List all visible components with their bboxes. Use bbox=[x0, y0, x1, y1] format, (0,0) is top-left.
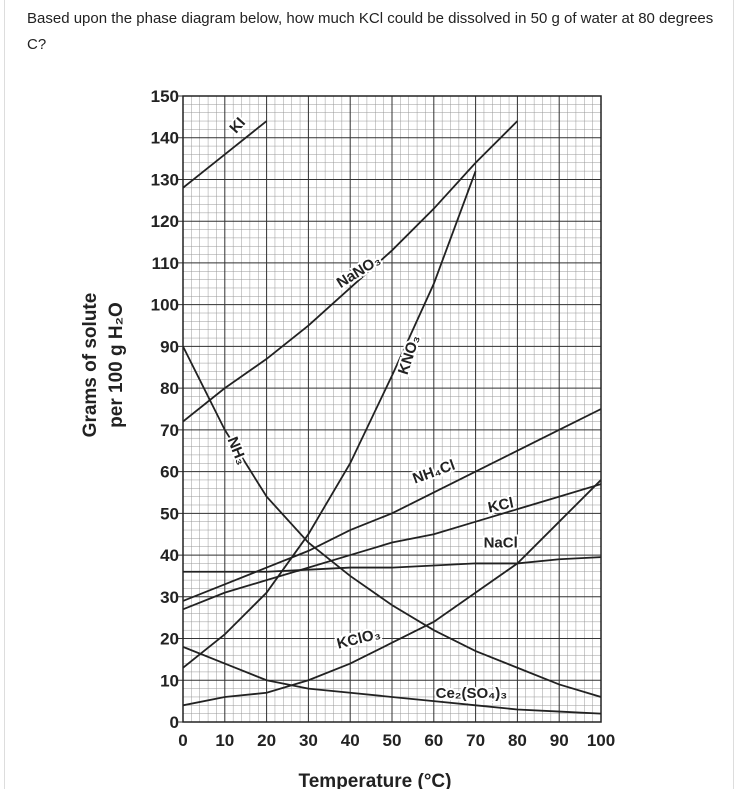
x-tick-label: 20 bbox=[257, 731, 276, 750]
series-line bbox=[183, 408, 601, 602]
series-line bbox=[183, 120, 268, 189]
y-tick-label: 140 bbox=[151, 129, 179, 148]
y-tick-label: 130 bbox=[151, 170, 179, 189]
y-tick-label: 10 bbox=[160, 671, 179, 690]
y-tick-label: 100 bbox=[151, 296, 179, 315]
x-tick-label: 60 bbox=[424, 731, 443, 750]
x-tick-label: 50 bbox=[383, 731, 402, 750]
series-label: Ce₂(SO₄)₃ bbox=[436, 685, 508, 702]
series-line bbox=[183, 556, 601, 573]
y-tick-label: 80 bbox=[160, 379, 179, 398]
y-tick-label: 120 bbox=[151, 212, 179, 231]
y-tick-label: 30 bbox=[160, 588, 179, 607]
question-text: Based upon the phase diagram below, how … bbox=[27, 10, 714, 53]
y-tick-label: 150 bbox=[151, 87, 179, 106]
series-line bbox=[183, 483, 601, 611]
y-tick-label: 70 bbox=[160, 421, 179, 440]
x-tick-label: 90 bbox=[550, 731, 569, 750]
series-line bbox=[183, 646, 601, 715]
y-axis-label: per 100 g H₂O bbox=[106, 302, 127, 428]
x-axis-label: Temperature (°C) bbox=[299, 771, 452, 789]
x-tick-label: 100 bbox=[587, 731, 615, 750]
x-tick-label: 0 bbox=[178, 731, 187, 750]
y-tick-label: 110 bbox=[152, 254, 179, 273]
x-tick-label: 80 bbox=[508, 731, 527, 750]
x-tick-label: 30 bbox=[299, 731, 318, 750]
series-line bbox=[183, 120, 519, 423]
y-tick-label: 20 bbox=[160, 630, 179, 649]
y-axis-label: Grams of solute bbox=[80, 293, 101, 438]
frame: Based upon the phase diagram below, how … bbox=[4, 0, 734, 789]
series-label: NaCl bbox=[484, 535, 518, 552]
x-tick-label: 10 bbox=[215, 731, 234, 750]
y-tick-label: 50 bbox=[160, 504, 179, 523]
series-line bbox=[183, 345, 601, 698]
x-tick-label: 40 bbox=[341, 731, 360, 750]
x-tick-label: 70 bbox=[466, 731, 485, 750]
y-tick-label: 0 bbox=[170, 713, 179, 732]
y-tick-label: 40 bbox=[160, 546, 179, 565]
series-line bbox=[183, 479, 601, 707]
y-tick-label: 60 bbox=[160, 463, 179, 482]
y-tick-label: 90 bbox=[160, 337, 179, 356]
series-line bbox=[183, 170, 477, 669]
